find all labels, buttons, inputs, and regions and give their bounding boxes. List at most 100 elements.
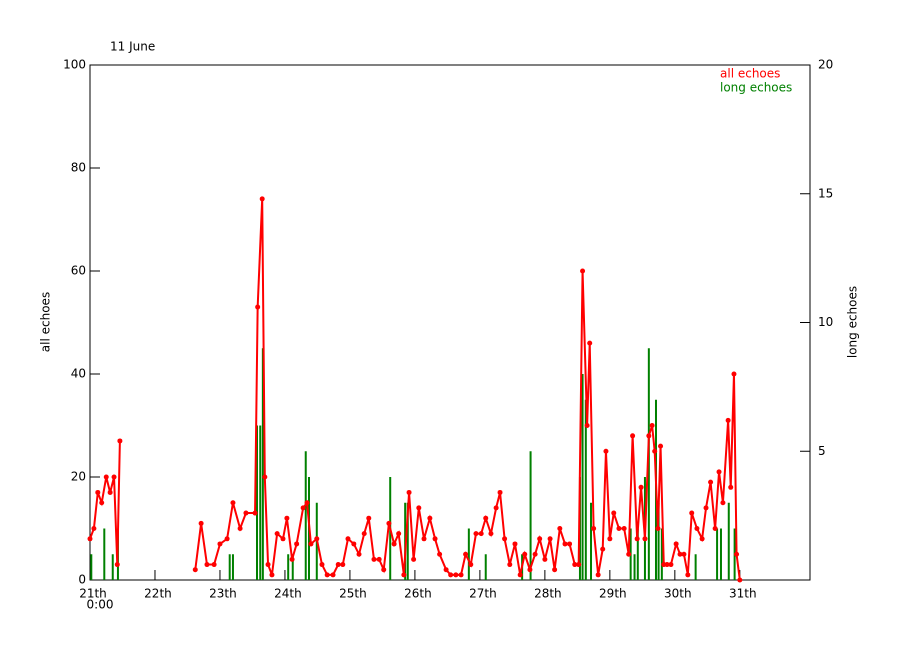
point xyxy=(587,340,593,346)
point xyxy=(103,474,109,480)
point xyxy=(699,536,705,542)
point xyxy=(211,562,217,568)
x-tick-label: 29th xyxy=(599,587,627,601)
y2-tick-label: 10 xyxy=(818,315,833,329)
point xyxy=(532,551,538,557)
x-tick-label: 28th xyxy=(534,587,562,601)
x-tick-label: 23th xyxy=(209,587,237,601)
x-tick-label: 24th xyxy=(274,587,302,601)
point xyxy=(677,551,683,557)
point xyxy=(308,541,314,547)
point xyxy=(335,562,341,568)
point xyxy=(314,536,320,542)
point xyxy=(289,556,295,562)
plot-frame xyxy=(89,64,811,581)
point xyxy=(703,505,709,511)
point xyxy=(512,541,518,547)
point xyxy=(294,541,300,547)
x-tick-label: 25th xyxy=(339,587,367,601)
x-tick-label: 27th xyxy=(469,587,497,601)
point xyxy=(243,510,249,516)
point xyxy=(421,536,427,542)
point xyxy=(117,438,123,444)
point xyxy=(708,479,714,485)
point xyxy=(252,510,258,516)
point xyxy=(668,562,674,568)
point xyxy=(584,423,590,428)
point xyxy=(458,572,464,578)
point xyxy=(600,546,606,552)
point xyxy=(330,572,336,578)
point xyxy=(463,551,469,557)
point xyxy=(91,526,97,531)
point xyxy=(611,510,617,516)
point xyxy=(634,536,640,542)
point xyxy=(621,526,627,531)
y-tick-label: 100 xyxy=(63,58,86,72)
point xyxy=(265,562,271,568)
point xyxy=(607,536,613,542)
point xyxy=(224,536,230,542)
point xyxy=(269,572,275,578)
point xyxy=(319,562,325,568)
point xyxy=(259,196,265,202)
point xyxy=(366,515,372,521)
point xyxy=(255,304,261,310)
point xyxy=(416,505,422,511)
point xyxy=(340,562,346,568)
point xyxy=(87,536,93,542)
chart-title: 11 June xyxy=(110,40,155,54)
point xyxy=(720,500,726,506)
point xyxy=(99,500,105,506)
point xyxy=(427,515,433,521)
point xyxy=(725,417,731,423)
point xyxy=(537,536,543,542)
point xyxy=(391,541,397,547)
y-tick-label: 20 xyxy=(71,470,86,484)
legend-entry: long echoes xyxy=(720,81,792,95)
point xyxy=(381,567,387,573)
point xyxy=(591,526,597,531)
point xyxy=(603,448,609,454)
point xyxy=(655,526,661,531)
point xyxy=(406,489,412,495)
point xyxy=(689,510,695,516)
point xyxy=(716,469,722,475)
point xyxy=(111,474,117,480)
point xyxy=(356,551,362,557)
point xyxy=(712,526,718,531)
point xyxy=(448,572,454,578)
point xyxy=(483,515,489,521)
point xyxy=(437,551,443,557)
point xyxy=(642,536,648,542)
point xyxy=(580,268,586,274)
point xyxy=(664,562,670,568)
legend-entry: all echoes xyxy=(720,67,780,81)
point xyxy=(547,536,553,542)
point xyxy=(432,536,438,542)
point xyxy=(673,541,679,547)
point xyxy=(468,562,474,568)
point xyxy=(443,567,449,573)
point xyxy=(567,541,573,547)
point xyxy=(576,562,582,568)
y-tick-label: 80 xyxy=(71,161,86,175)
y2-tick-label: 20 xyxy=(818,58,833,72)
point xyxy=(284,515,290,521)
x-tick-label: 21th xyxy=(79,587,107,601)
point xyxy=(411,556,417,562)
point xyxy=(734,551,740,557)
x-tick-label: 31th xyxy=(729,587,757,601)
point xyxy=(630,433,636,439)
point xyxy=(685,572,691,578)
point xyxy=(280,536,286,542)
point xyxy=(114,562,120,568)
point xyxy=(552,567,558,573)
point xyxy=(527,567,533,573)
point xyxy=(497,489,503,495)
point xyxy=(371,556,377,562)
x-tick-label: 22th xyxy=(144,587,172,601)
y-axis-label: all echoes xyxy=(39,292,53,352)
point xyxy=(386,520,392,526)
